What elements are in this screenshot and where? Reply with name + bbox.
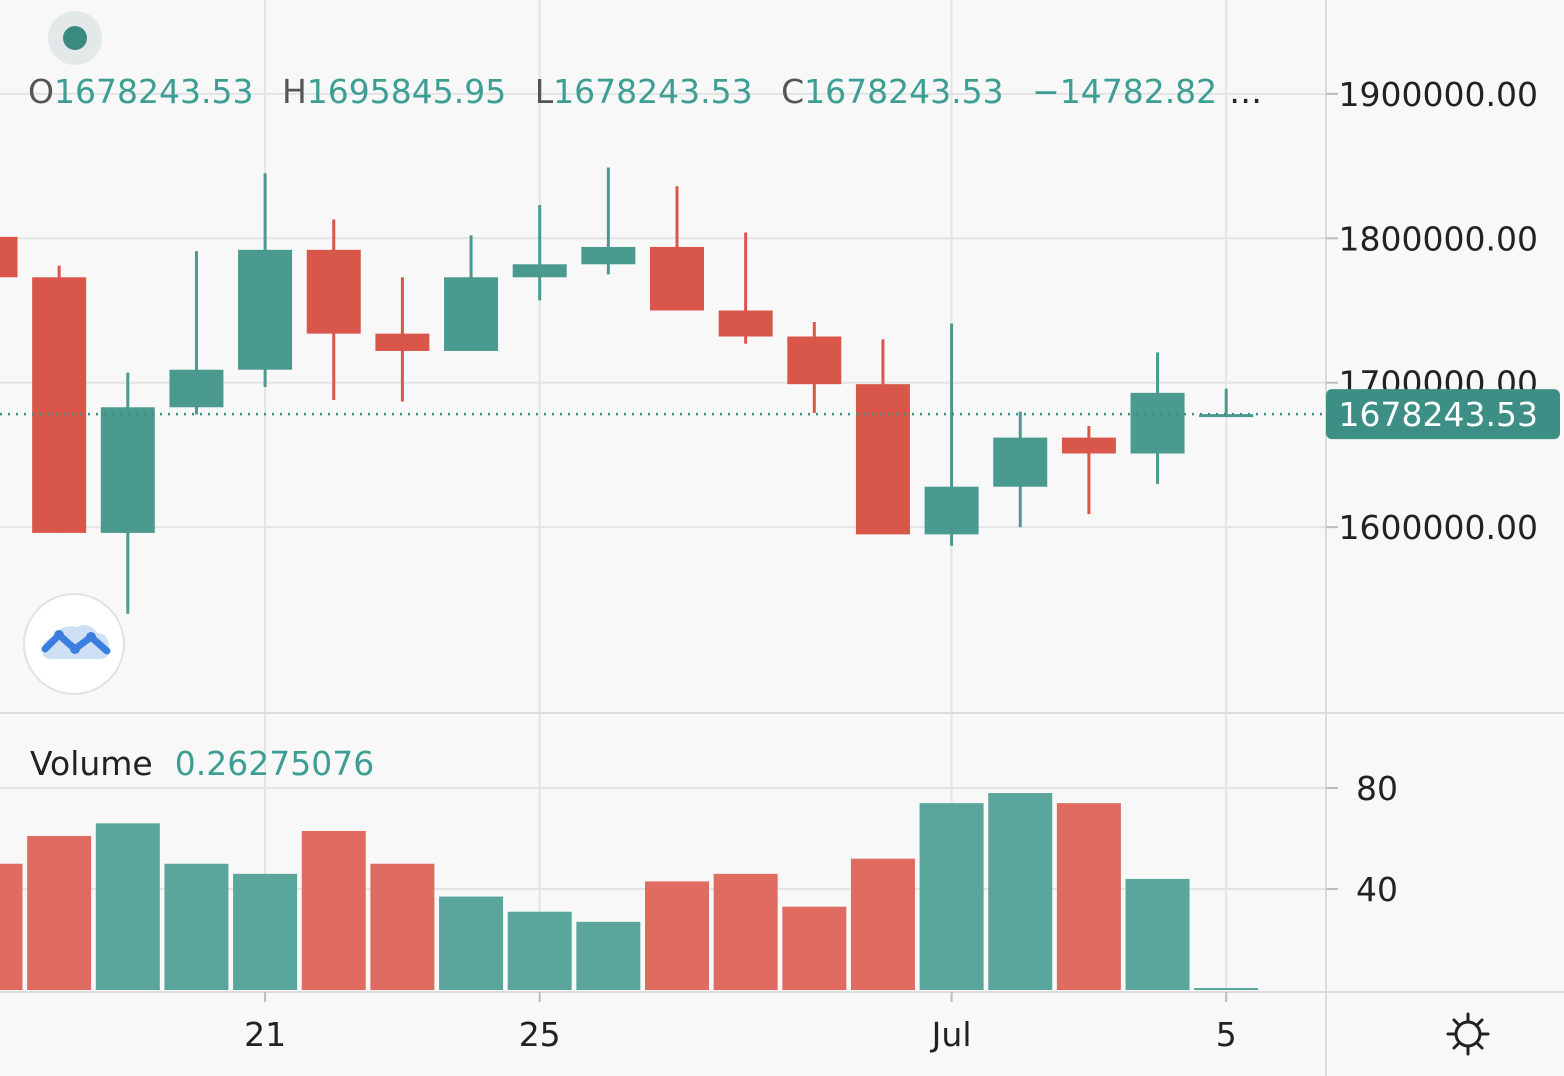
open-key: O <box>28 72 54 111</box>
volume-bars <box>0 793 1259 990</box>
volume-bar <box>645 881 709 990</box>
candle-body <box>650 246 704 311</box>
candle-body <box>32 277 87 533</box>
open-value: 1678243.53 <box>53 72 254 111</box>
candle-body <box>238 249 293 370</box>
volume-bar <box>1194 988 1259 990</box>
volume-bar <box>164 863 229 990</box>
candle-body <box>512 264 567 278</box>
volume-tick-label: 80 <box>1356 769 1398 808</box>
volume-bar <box>439 896 504 990</box>
candle-body <box>375 333 430 351</box>
candle-body <box>1061 437 1116 454</box>
candle-body <box>306 249 361 334</box>
volume-bar <box>576 921 641 990</box>
volume-bar <box>95 823 160 990</box>
time-tick-label: 5 <box>1216 1015 1237 1054</box>
volume-bar <box>1056 803 1121 990</box>
volume-bar <box>850 858 915 990</box>
high-key: H <box>281 72 307 111</box>
volume-bar <box>507 911 572 990</box>
change-value: −14782.82 <box>1032 72 1218 111</box>
candle-body <box>444 277 499 351</box>
candle-body <box>718 310 773 337</box>
candle-body <box>100 407 155 533</box>
last-price-tag: 1678243.53 <box>1326 389 1560 440</box>
volume-bar <box>988 793 1053 990</box>
candle-body <box>581 246 636 265</box>
volume-bar <box>0 863 23 990</box>
candle-body <box>993 437 1048 487</box>
low-value: 1678243.53 <box>553 72 753 111</box>
price-tick-label: 1600000.00 <box>1339 508 1538 547</box>
volume-bar <box>919 803 984 990</box>
time-tick-label: 25 <box>519 1015 561 1054</box>
grid <box>0 0 1326 990</box>
volume-tick-label: 40 <box>1356 870 1398 909</box>
volume-bar <box>782 906 847 990</box>
volume-value: 0.26275076 <box>174 744 375 783</box>
volume-legend: Volume 0.26275076 <box>30 742 374 786</box>
time-tick-label: 21 <box>244 1015 286 1054</box>
status-dot-icon <box>48 11 102 65</box>
volume-label: Volume <box>30 744 153 783</box>
candle-body <box>1130 392 1185 454</box>
volume-bar <box>27 835 92 990</box>
low-key: L <box>534 72 554 111</box>
price-tick-label: 1800000.00 <box>1339 219 1538 258</box>
high-value: 1695845.95 <box>306 72 507 111</box>
legend-more[interactable]: … <box>1229 72 1263 111</box>
volume-bar <box>233 873 298 990</box>
volume-bar <box>1125 878 1190 990</box>
price-tick-label: 1900000.00 <box>1339 75 1538 114</box>
tradingview-cloud-logo-icon[interactable] <box>23 593 125 695</box>
candle-body <box>787 336 842 385</box>
close-key: C <box>781 72 805 111</box>
candle-body <box>169 369 224 408</box>
ohlc-legend: O1678243.53 H1695845.95 L1678243.53 C167… <box>28 70 1262 114</box>
candles <box>0 167 1254 614</box>
gear-icon[interactable] <box>1444 1010 1492 1058</box>
candle-body <box>924 486 979 535</box>
candle-body <box>855 384 910 535</box>
volume-bar <box>370 863 435 990</box>
volume-bar <box>713 873 778 990</box>
time-tick-label: Jul <box>930 1015 972 1054</box>
volume-bar <box>301 830 366 990</box>
close-value: 1678243.53 <box>804 72 1004 111</box>
last-price-label: 1678243.53 <box>1339 395 1538 434</box>
candle-body <box>0 236 18 278</box>
candle-body <box>1199 414 1254 418</box>
